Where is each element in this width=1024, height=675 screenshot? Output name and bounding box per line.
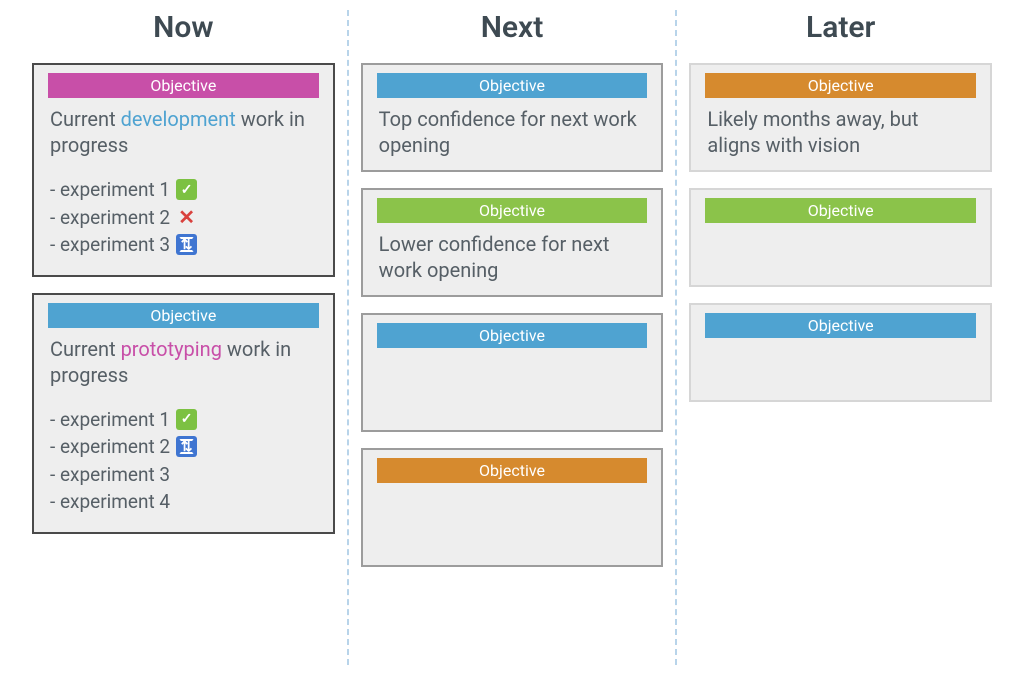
card-text: Lower confidence for next work opening	[373, 231, 652, 283]
objective-bar: Objective	[377, 458, 648, 483]
card-empty	[373, 491, 652, 553]
objective-bar: Objective	[48, 303, 319, 328]
card-empty	[701, 346, 980, 388]
cycle-icon	[176, 234, 197, 255]
next-cards: Objective Top confidence for next work o…	[361, 63, 664, 567]
objective-bar: Objective	[705, 73, 976, 98]
x-icon	[176, 207, 197, 228]
objective-bar: Objective	[705, 198, 976, 223]
later-card-1: Objective	[689, 188, 992, 287]
check-icon	[176, 179, 197, 200]
later-card-2: Objective	[689, 303, 992, 402]
objective-bar: Objective	[48, 73, 319, 98]
objective-bar: Objective	[377, 73, 648, 98]
highlight-word: development	[121, 107, 236, 131]
next-card-2: Objective	[361, 313, 664, 432]
card-text: Top confidence for next work opening	[373, 106, 652, 158]
next-card-3: Objective	[361, 448, 664, 567]
now-cards: Objective Current development work in pr…	[32, 63, 335, 534]
experiment-list: experiment 1 experiment 2 experiment 3	[44, 176, 323, 263]
column-next: Next Objective Top confidence for next w…	[347, 10, 676, 665]
card-text: Current development work in progress	[44, 106, 323, 158]
highlight-word: prototyping	[121, 337, 222, 361]
column-now: Now Objective Current development work i…	[20, 10, 347, 665]
now-card-1: Objective Current prototyping work in pr…	[32, 293, 335, 534]
next-card-1: Objective Lower confidence for next work…	[361, 188, 664, 297]
experiment-row: experiment 4	[50, 488, 317, 516]
column-now-title: Now	[32, 10, 335, 45]
cycle-icon	[176, 436, 197, 457]
column-later: Later Objective Likely months away, but …	[675, 10, 1004, 665]
experiment-list: experiment 1 experiment 2 experiment 3 e…	[44, 406, 323, 520]
objective-bar: Objective	[377, 198, 648, 223]
roadmap-board: Now Objective Current development work i…	[0, 0, 1024, 675]
objective-bar: Objective	[377, 323, 648, 348]
now-card-0: Objective Current development work in pr…	[32, 63, 335, 277]
card-text: Likely months away, but aligns with visi…	[701, 106, 980, 158]
card-text: Current prototyping work in progress	[44, 336, 323, 388]
later-cards: Objective Likely months away, but aligns…	[689, 63, 992, 402]
experiment-row: experiment 1	[50, 406, 317, 434]
objective-bar: Objective	[705, 313, 976, 338]
experiment-row: experiment 3	[50, 231, 317, 259]
experiment-row: experiment 3	[50, 461, 317, 489]
experiment-row: experiment 2	[50, 433, 317, 461]
experiment-row: experiment 2	[50, 204, 317, 232]
next-card-0: Objective Top confidence for next work o…	[361, 63, 664, 172]
experiment-row: experiment 1	[50, 176, 317, 204]
card-empty	[701, 231, 980, 273]
later-card-0: Objective Likely months away, but aligns…	[689, 63, 992, 172]
column-later-title: Later	[689, 10, 992, 45]
card-empty	[373, 356, 652, 418]
column-next-title: Next	[361, 10, 664, 45]
check-icon	[176, 409, 197, 430]
